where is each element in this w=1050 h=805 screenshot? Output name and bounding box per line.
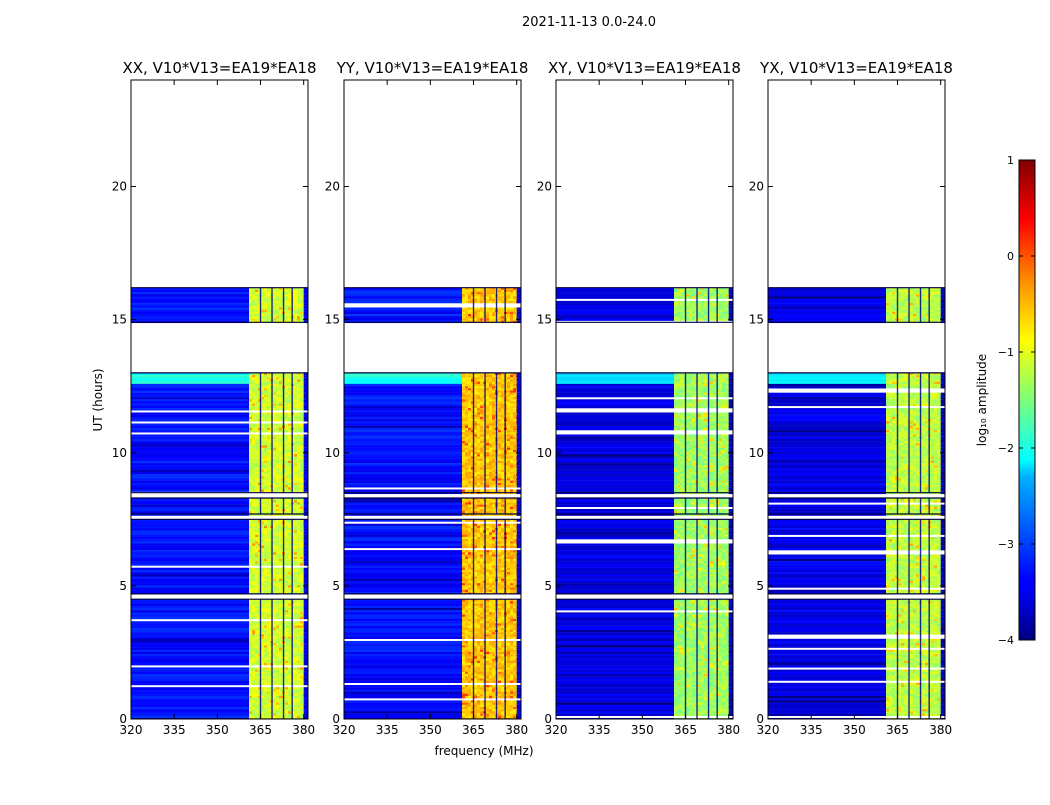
y-tick-label: 15 (325, 313, 340, 327)
x-tick-label: 335 (163, 723, 186, 737)
y-tick-label: 5 (544, 579, 552, 593)
y-tick-label: 15 (749, 313, 764, 327)
x-tick-label: 380 (929, 723, 952, 737)
y-tick-label: 0 (119, 712, 127, 726)
figure-suptitle: 2021-11-13 0.0-24.0 (522, 15, 656, 30)
panel-title: XX, V10*V13=EA19*EA18 (122, 59, 316, 77)
y-tick-label: 20 (749, 180, 764, 194)
heatmap-image (556, 288, 733, 721)
heatmap-image (768, 288, 945, 721)
y-tick-label: 15 (112, 313, 127, 327)
x-tick-label: 350 (843, 723, 866, 737)
colorbar-tick-label: −2 (998, 442, 1014, 455)
y-tick-label: 0 (756, 712, 764, 726)
panel-title: YX, V10*V13=EA19*EA18 (759, 59, 953, 77)
colorbar-tick-label: −3 (998, 538, 1014, 551)
x-tick-label: 365 (674, 723, 697, 737)
x-tick-label: 335 (376, 723, 399, 737)
y-axis-label: UT (hours) (91, 368, 105, 431)
x-tick-label: 350 (419, 723, 442, 737)
x-tick-label: 350 (206, 723, 229, 737)
x-tick-label: 350 (631, 723, 654, 737)
y-tick-label: 5 (756, 579, 764, 593)
y-tick-label: 10 (749, 446, 764, 460)
y-tick-label: 10 (112, 446, 127, 460)
colorbar-tick-label: 1 (1007, 154, 1014, 167)
colorbar-tick-label: 0 (1007, 250, 1014, 263)
y-tick-label: 10 (325, 446, 340, 460)
y-tick-label: 5 (332, 579, 340, 593)
y-tick-label: 15 (537, 313, 552, 327)
colorbar-gradient (1019, 160, 1035, 640)
y-tick-label: 5 (119, 579, 127, 593)
x-tick-label: 380 (505, 723, 528, 737)
x-tick-label: 335 (800, 723, 823, 737)
x-tick-label: 380 (717, 723, 740, 737)
x-tick-label: 365 (462, 723, 485, 737)
panel-title: YY, V10*V13=EA19*EA18 (336, 59, 529, 77)
x-tick-label: 365 (886, 723, 909, 737)
y-tick-label: 0 (544, 712, 552, 726)
y-tick-label: 20 (325, 180, 340, 194)
y-tick-label: 0 (332, 712, 340, 726)
colorbar: 1 0 −1 −2 −3 −4 log₁₀ amplitude (975, 154, 1035, 647)
y-tick-label: 20 (112, 180, 127, 194)
x-tick-label: 335 (588, 723, 611, 737)
colorbar-label: log₁₀ amplitude (975, 354, 989, 446)
x-tick-label: 365 (249, 723, 272, 737)
y-tick-label: 10 (537, 446, 552, 460)
y-tick-label: 20 (537, 180, 552, 194)
panel-title: XY, V10*V13=EA19*EA18 (548, 59, 741, 77)
x-axis-label: frequency (MHz) (434, 744, 533, 758)
heatmap-image (344, 288, 521, 721)
x-tick-label: 380 (292, 723, 315, 737)
colorbar-tick-label: −4 (998, 634, 1014, 647)
colorbar-tick-label: −1 (998, 346, 1014, 359)
heatmap-image (131, 288, 308, 721)
